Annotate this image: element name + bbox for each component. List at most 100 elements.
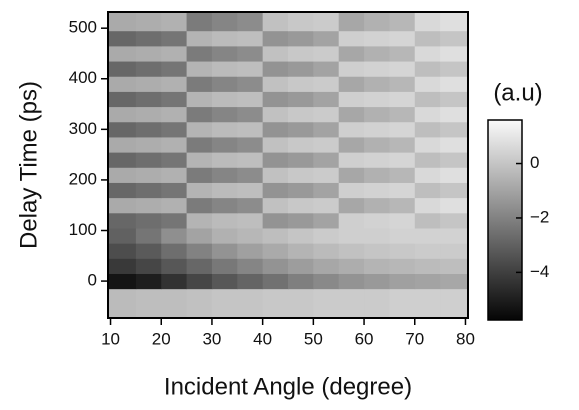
heatmap-cell [364, 121, 390, 138]
heatmap-cell [313, 136, 340, 153]
heatmap-cell [440, 227, 469, 244]
heatmap-cell [161, 12, 188, 32]
heatmap-cell [161, 136, 188, 153]
x-tick-label: 60 [355, 329, 374, 348]
heatmap-cell [364, 12, 390, 32]
heatmap-cell [364, 288, 390, 319]
heatmap-cell [237, 258, 264, 274]
heatmap-cell [364, 273, 390, 290]
heatmap-cell [262, 152, 289, 168]
heatmap-cell [313, 61, 340, 77]
heatmap-cell [414, 273, 441, 290]
heatmap-cell [262, 288, 289, 319]
heatmap-cell [161, 197, 188, 214]
heatmap-cell [440, 258, 469, 274]
heatmap-cell [389, 167, 416, 183]
heatmap-cell [414, 12, 441, 32]
heatmap-cell [288, 45, 314, 62]
heatmap-cell [135, 76, 162, 92]
heatmap-cell [262, 61, 289, 77]
heatmap-cell [211, 152, 238, 168]
heatmap-cell [237, 288, 264, 319]
heatmap-cell [313, 76, 340, 92]
heatmap-cell [440, 152, 469, 168]
heatmap-cell [338, 12, 365, 32]
heatmap-cell [288, 258, 314, 274]
heatmap-cell [161, 227, 188, 244]
heatmap-cell [237, 197, 264, 214]
heatmap-cell [414, 167, 441, 183]
heatmap-cell [414, 152, 441, 168]
heatmap-cell [364, 243, 390, 259]
heatmap-cell [389, 243, 416, 259]
heatmap-cell [186, 12, 213, 32]
heatmap-cell [288, 91, 314, 108]
heatmap-cell [237, 152, 264, 168]
heatmap-cell [108, 243, 137, 259]
heatmap-cell [288, 288, 314, 319]
heatmap-cell [313, 12, 340, 32]
heatmap-cell [389, 76, 416, 92]
heatmap-cell [288, 12, 314, 32]
heatmap-cell [313, 91, 340, 108]
heatmap-cell [108, 76, 137, 92]
heatmap-cell [313, 121, 340, 138]
heatmap-cell [161, 91, 188, 108]
heatmap-cell [288, 106, 314, 123]
heatmap-cell [338, 152, 365, 168]
heatmap-cell [135, 167, 162, 183]
heatmap-cell [135, 12, 162, 32]
heatmap-cell [440, 288, 469, 319]
heatmap-cell [440, 273, 469, 290]
heatmap-cell [186, 273, 213, 290]
heatmap-cell [313, 273, 340, 290]
heatmap-cell [262, 12, 289, 32]
heatmap-cell [313, 106, 340, 123]
heatmap-cell [186, 76, 213, 92]
heatmap-cell [186, 212, 213, 229]
heatmap-cell [338, 167, 365, 183]
heatmap-cell [211, 12, 238, 32]
heatmap-cell [338, 121, 365, 138]
heatmap-cell [161, 182, 188, 199]
heatmap-cell [186, 45, 213, 62]
heatmap-cell [237, 45, 264, 62]
heatmap-cell [389, 12, 416, 32]
heatmap-cell [186, 167, 213, 183]
heatmap-cell [161, 288, 188, 319]
heatmap-cell [414, 136, 441, 153]
heatmap-cell [440, 136, 469, 153]
heatmap-cell [288, 197, 314, 214]
x-tick-label: 30 [202, 329, 221, 348]
heatmap-cell [108, 12, 137, 32]
heatmap-cell [440, 243, 469, 259]
heatmap-cell [211, 136, 238, 153]
heatmap-cell [108, 182, 137, 199]
heatmap-cell [364, 45, 390, 62]
heatmap-cell [414, 121, 441, 138]
heatmap-cell [288, 212, 314, 229]
heatmap-cell [440, 45, 469, 62]
heatmap-cell [338, 227, 365, 244]
heatmap-cell [186, 61, 213, 77]
heatmap-cell [237, 182, 264, 199]
heatmap-cell [108, 258, 137, 274]
heatmap-cell [262, 212, 289, 229]
colorbar-tick-label: 0 [530, 153, 539, 172]
heatmap-cell [440, 197, 469, 214]
heatmap-cell [364, 30, 390, 47]
heatmap-cell [135, 182, 162, 199]
heatmap-cell [135, 121, 162, 138]
heatmap-cell [313, 152, 340, 168]
heatmap-cell [414, 61, 441, 77]
heatmap-cell [135, 212, 162, 229]
heatmap-cell [414, 106, 441, 123]
heatmap-cell [364, 197, 390, 214]
heatmap-cell [108, 61, 137, 77]
heatmap-cell [389, 91, 416, 108]
colorbar-title: (a.u) [493, 79, 542, 106]
heatmap-cell [338, 258, 365, 274]
heatmap-cell [414, 182, 441, 199]
heatmap-cell [237, 121, 264, 138]
